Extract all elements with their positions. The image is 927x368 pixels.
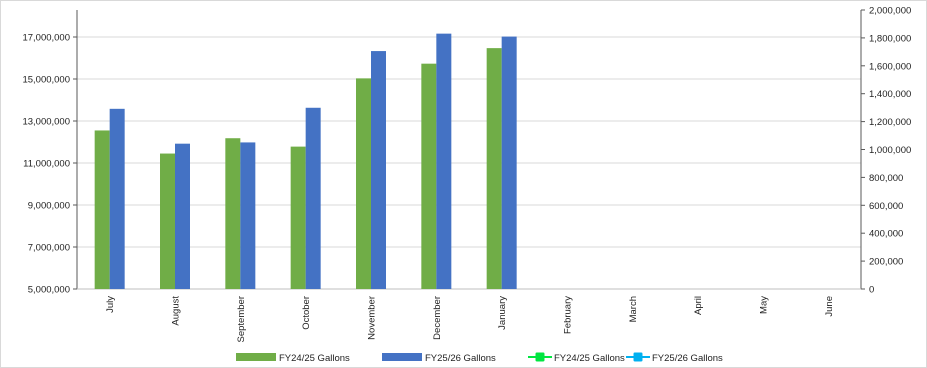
right-axis-tick-label: 2,000,000: [869, 6, 911, 17]
right-axis-tick-label: 1,400,000: [869, 89, 911, 100]
left-axis-tick-label: 17,000,000: [22, 33, 70, 44]
left-axis-tick-label: 11,000,000: [23, 159, 70, 170]
right-axis-tick-label: 1,000,000: [869, 145, 911, 156]
bar-fy24-25-october: [290, 146, 306, 289]
bar-fy24-25-december: [421, 63, 437, 289]
legend-swatch-bar: [236, 353, 276, 361]
x-axis-tick-label: November: [367, 296, 378, 340]
x-axis-tick-label: July: [105, 296, 116, 313]
x-axis-tick-label: January: [497, 296, 508, 330]
bar-fy24-25-september: [225, 138, 241, 289]
x-axis-tick-label: June: [824, 296, 835, 317]
x-axis-tick-label: April: [693, 296, 704, 315]
left-axis-tick-label: 13,000,000: [22, 117, 70, 128]
bar-fy25-26-october: [305, 107, 321, 290]
left-axis-tick-label: 7,000,000: [28, 243, 70, 254]
right-axis-tick-label: 600,000: [869, 201, 903, 212]
x-axis-tick-label: September: [236, 296, 247, 342]
right-axis-tick-label: 1,600,000: [869, 61, 911, 72]
legend-label: FY24/25 Gallons: [554, 353, 625, 364]
right-axis-tick-label: 1,200,000: [869, 117, 911, 128]
left-axis-tick-label: 9,000,000: [28, 201, 70, 212]
legend-swatch-marker: [633, 352, 643, 362]
right-axis-tick-label: 400,000: [869, 229, 903, 240]
right-axis-tick-label: 800,000: [869, 173, 903, 184]
x-axis-tick-label: February: [563, 296, 574, 334]
left-axis-tick-label: 5,000,000: [28, 285, 70, 296]
legend-label: FY25/26 Gallons: [652, 353, 723, 364]
bar-fy25-26-january: [501, 36, 517, 289]
legend-swatch-marker: [535, 352, 545, 362]
x-axis-tick-label: December: [432, 296, 443, 340]
legend-label: FY24/25 Gallons: [279, 353, 350, 364]
bar-fy24-25-january: [486, 48, 502, 289]
x-axis-tick-label: March: [628, 296, 639, 322]
bar-fy25-26-july: [109, 108, 125, 289]
right-axis-tick-label: 1,800,000: [869, 33, 911, 44]
bar-fy24-25-november: [356, 78, 371, 290]
x-axis-tick-label: May: [759, 296, 770, 314]
x-axis-tick-label: August: [171, 296, 182, 326]
bar-fy25-26-november: [371, 51, 386, 289]
bar-fy25-26-december: [436, 33, 452, 289]
bar-fy25-26-august: [175, 143, 190, 289]
bar-fy25-26-september: [240, 142, 256, 289]
legend-label: FY25/26 Gallons: [425, 353, 496, 364]
bar-fy24-25-august: [160, 153, 175, 289]
legend-swatch-bar: [382, 353, 422, 361]
right-axis-tick-label: 0: [869, 285, 874, 296]
left-axis-tick-label: 15,000,000: [22, 75, 70, 86]
bar-fy24-25-july: [94, 130, 110, 289]
x-axis-tick-label: October: [301, 296, 312, 330]
right-axis-tick-label: 200,000: [869, 257, 903, 268]
